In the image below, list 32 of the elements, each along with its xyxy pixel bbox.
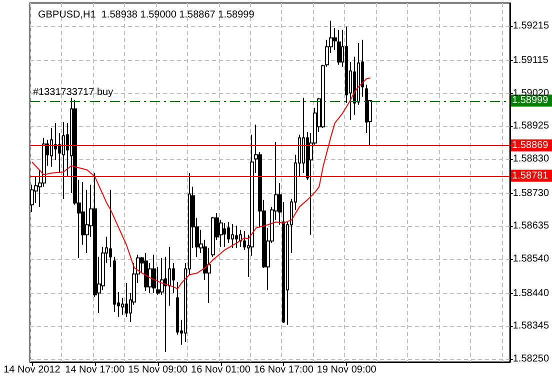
y-tick-label: 1.58925 xyxy=(512,120,550,132)
y-tick-label: 1.58250 xyxy=(512,353,550,364)
candlestick xyxy=(62,121,65,200)
y-tick-label: 1.58345 xyxy=(512,320,550,332)
x-tick-label: 16 Nov 17:00 xyxy=(254,364,314,376)
candlestick xyxy=(50,127,53,168)
x-tick-label: 14 Nov 17:00 xyxy=(65,364,126,376)
candlestick xyxy=(239,229,242,248)
candlestick xyxy=(227,221,230,244)
candlestick xyxy=(223,222,226,248)
y-tick-label: 1.58440 xyxy=(512,288,550,299)
x-tick-label: 14 Nov 2012 xyxy=(4,364,61,376)
y-tick-label: 1.58635 xyxy=(512,220,550,232)
x-tick-label: 19 Nov 09:00 xyxy=(316,364,377,376)
candlestick xyxy=(152,254,156,294)
candlestick xyxy=(337,29,341,66)
candlestick xyxy=(109,189,112,268)
candlestick xyxy=(235,225,238,248)
text: GBPUSD,H1 1.58938 1.59000 1.58867 1.58999 xyxy=(38,10,255,20)
y-tick-label: 1.59215 xyxy=(512,20,550,32)
candlestick xyxy=(144,252,148,292)
y-tick-label: 1.59115 xyxy=(512,55,549,66)
candlestick xyxy=(231,224,234,248)
ref-line-label: 1.58781 xyxy=(512,170,549,182)
x-tick-label: 15 Nov 09:00 xyxy=(128,364,188,376)
annotation: #1331733717 buy xyxy=(33,87,114,98)
ref-line-label: 1.58869 xyxy=(512,140,549,151)
y-tick-label: 1.58730 xyxy=(512,188,550,199)
x-tick-label: 16 Nov 01:00 xyxy=(191,364,251,376)
y-tick-label: 1.58830 xyxy=(512,153,550,164)
candlestick xyxy=(211,216,215,258)
y-tick-label: 1.58540 xyxy=(512,253,550,264)
